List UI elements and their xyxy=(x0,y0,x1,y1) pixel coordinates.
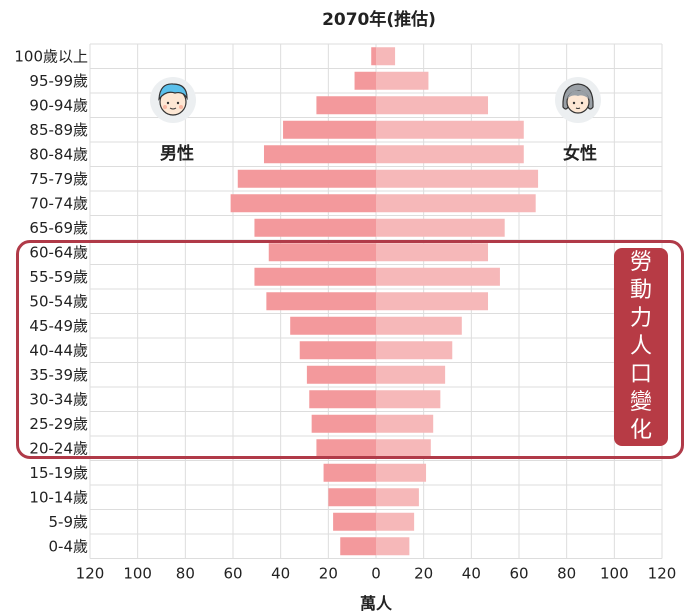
category-label: 40-44歲 xyxy=(29,341,88,359)
labor-label-char: 人 xyxy=(629,334,652,359)
x-tick-label: 80 xyxy=(176,565,195,583)
female-bar xyxy=(376,390,441,409)
category-label: 75-79歲 xyxy=(29,170,88,188)
male-bar xyxy=(299,341,376,360)
x-tick-label: 60 xyxy=(509,565,528,583)
male-bar xyxy=(316,96,376,115)
category-label: 5-9歲 xyxy=(49,513,89,531)
male-bar xyxy=(309,390,376,409)
male-bar xyxy=(283,120,376,139)
male-bar xyxy=(263,145,376,164)
male-label: 男性 xyxy=(160,144,194,164)
x-tick-label: 40 xyxy=(271,565,290,583)
x-tick-label: 60 xyxy=(223,565,242,583)
category-label: 0-4歲 xyxy=(49,537,89,555)
male-bar xyxy=(254,267,376,286)
x-tick-labels: 120 100 80 60 40 20 0 20 40 60 80 100 120 xyxy=(76,565,677,583)
labor-label-char: 口 xyxy=(629,362,652,387)
x-tick-label: 0 xyxy=(371,565,381,583)
category-label: 30-34歲 xyxy=(29,390,88,408)
x-tick-label: 20 xyxy=(319,565,338,583)
category-label: 80-84歲 xyxy=(29,145,88,163)
category-label: 70-74歲 xyxy=(29,194,88,212)
female-bar xyxy=(376,47,396,66)
category-label: 20-24歲 xyxy=(29,439,88,457)
male-bar xyxy=(316,439,376,458)
male-bar xyxy=(328,488,376,507)
labor-label-char: 變 xyxy=(629,390,652,415)
category-label: 90-94歲 xyxy=(29,96,88,114)
female-bar xyxy=(376,316,462,335)
chart-title: 2070年(推估) xyxy=(322,9,436,30)
male-bar xyxy=(333,512,376,531)
x-tick-label: 100 xyxy=(123,565,152,583)
female-bar xyxy=(376,292,489,311)
female-bar xyxy=(376,463,427,482)
female-bar xyxy=(376,218,505,237)
female-bar xyxy=(376,96,489,115)
x-axis-label: 萬人 xyxy=(360,594,393,613)
labor-force-label: 勞 動 力 人 口 變 化 xyxy=(614,248,668,446)
x-tick-label: 20 xyxy=(414,565,433,583)
male-bar xyxy=(254,218,376,237)
category-labels: 100歲以上 95-99歲 90-94歲 85-89歲 80-84歲 75-79歲 70-7… xyxy=(14,47,88,555)
male-bar xyxy=(371,47,376,66)
female-bar xyxy=(376,341,453,360)
male-avatar-icon xyxy=(150,77,196,123)
labor-force-highlight-box xyxy=(16,240,684,459)
female-bar xyxy=(376,488,419,507)
female-label: 女性 xyxy=(563,144,597,164)
female-bar xyxy=(376,120,524,139)
female-bar xyxy=(376,439,431,458)
male-bar xyxy=(340,537,376,556)
category-label: 85-89歲 xyxy=(29,121,88,139)
male-bar xyxy=(268,243,376,262)
labor-label-char: 力 xyxy=(629,306,652,331)
category-label: 100歲以上 xyxy=(14,47,88,65)
bars xyxy=(230,47,539,556)
male-bar xyxy=(266,292,376,311)
x-tick-label: 40 xyxy=(462,565,481,583)
male-bar xyxy=(354,71,376,90)
labor-label-char: 勞 xyxy=(629,250,652,275)
female-bar xyxy=(376,512,415,531)
female-bar xyxy=(376,537,410,556)
category-label: 50-54歲 xyxy=(29,292,88,310)
x-tick-label: 120 xyxy=(648,565,677,583)
category-label: 45-49歲 xyxy=(29,317,88,335)
female-bar xyxy=(376,71,429,90)
category-label: 35-39歲 xyxy=(29,366,88,384)
male-bar xyxy=(306,365,376,384)
category-label: 95-99歲 xyxy=(29,72,88,90)
category-label: 65-69歲 xyxy=(29,219,88,237)
female-bar xyxy=(376,243,489,262)
category-label: 55-59歲 xyxy=(29,268,88,286)
x-tick-label: 80 xyxy=(557,565,576,583)
category-label: 10-14歲 xyxy=(29,488,88,506)
female-bar xyxy=(376,414,434,433)
female-bar xyxy=(376,267,500,286)
male-bar xyxy=(237,169,376,188)
male-bar xyxy=(311,414,376,433)
category-label: 15-19歲 xyxy=(29,464,88,482)
male-bar xyxy=(290,316,376,335)
male-bar xyxy=(230,194,376,213)
male-bar xyxy=(323,463,376,482)
female-bar xyxy=(376,169,539,188)
x-tick-label: 120 xyxy=(76,565,105,583)
category-label: 60-64歲 xyxy=(29,243,88,261)
labor-label-char: 化 xyxy=(629,418,652,443)
female-bar xyxy=(376,194,536,213)
category-label: 25-29歲 xyxy=(29,415,88,433)
female-bar xyxy=(376,145,524,164)
female-avatar-icon xyxy=(555,77,601,123)
labor-label-char: 動 xyxy=(629,278,652,303)
female-bar xyxy=(376,365,446,384)
x-tick-label: 100 xyxy=(600,565,629,583)
